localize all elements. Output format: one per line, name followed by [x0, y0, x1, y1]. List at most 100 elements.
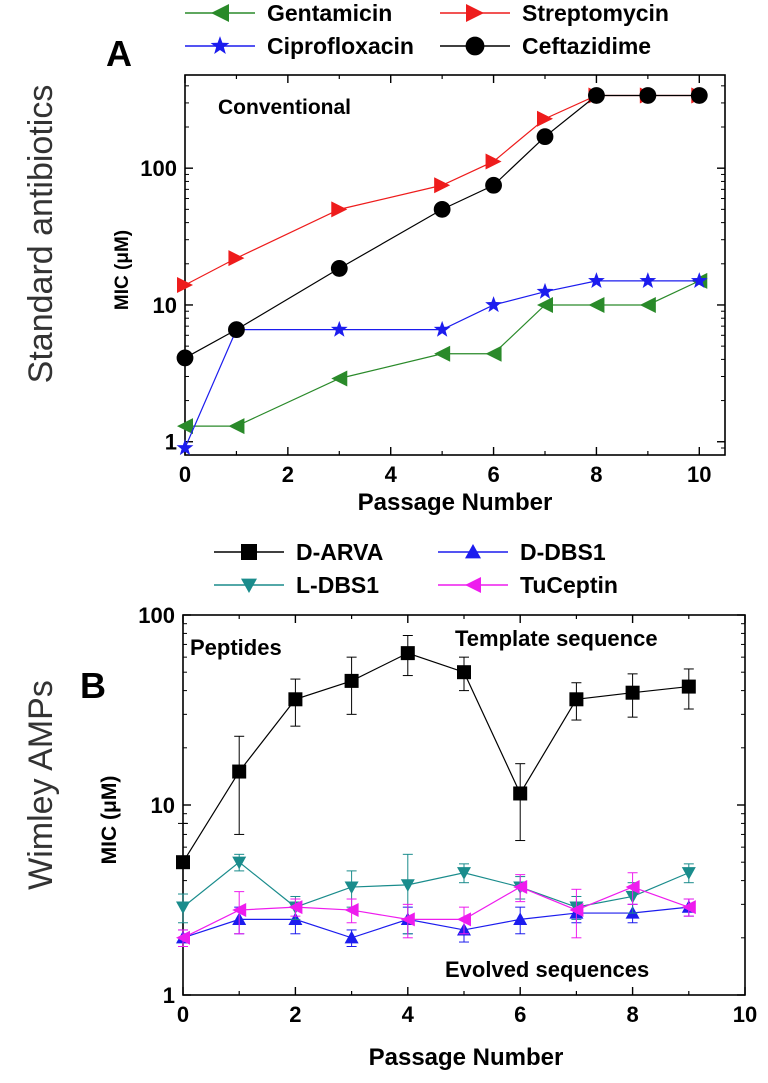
panel-b-series-tuceptin-point	[513, 880, 528, 895]
panel-b-series-d-dbs1-point	[344, 930, 359, 944]
panel-a-legend-marker	[211, 4, 229, 22]
panel-b-series-d-arva-point	[400, 646, 415, 661]
panel-b-series-l-dbs1	[176, 853, 696, 935]
panel-a-series-gentamicin-point	[639, 296, 656, 313]
panel-a-series-streptomycin-point	[434, 177, 451, 194]
panel-b-x-tick-label: 0	[177, 1002, 189, 1027]
panel-b-series-l-dbs1-point	[344, 881, 359, 895]
panel-a-series-streptomycin-point	[177, 276, 193, 293]
panel-b-series-d-arva-point	[176, 855, 190, 870]
panel-a-series-ceftazidime-point	[433, 200, 451, 218]
panel-b-legend-marker	[241, 544, 257, 560]
panel-b-series-tuceptin-point	[681, 900, 696, 915]
panel-b-legend: D-ARVA D-DBS1 L-DBS1 TuCeptin	[214, 539, 618, 598]
panel-a-series-ceftazidime	[176, 87, 708, 367]
panel-b-annotation-peptides: Peptides	[190, 635, 282, 660]
panel-b-series-tuceptin-point	[625, 880, 640, 895]
panel-b-series-d-arva	[176, 635, 696, 939]
panel-b-series-tuceptin-point	[457, 912, 471, 927]
panel-b-legend-label: D-DBS1	[520, 539, 606, 565]
panel-a-series-gentamicin-point	[434, 345, 451, 362]
panel-b-series-tuceptin-line	[182, 886, 690, 939]
panel-b-y-tick-label: 10	[151, 793, 175, 818]
panel-a-series-gentamicin-point	[177, 418, 193, 435]
panel-a-legend-label: Ciprofloxacin	[267, 33, 414, 59]
panel-b-series-d-dbs1-line	[182, 906, 689, 939]
panel-a-series-gentamicin-point	[485, 345, 502, 362]
panel-a-legend-marker	[466, 4, 484, 22]
panel-a-series-ceftazidime-point	[588, 87, 605, 104]
panel-b-series-d-arva-point	[232, 764, 247, 779]
panel-a-series-ceftazidime-point	[228, 321, 245, 339]
panel-b-y-tick-label: 100	[138, 603, 175, 628]
panel-b-legend-marker	[241, 578, 257, 593]
panel-b-series-d-arva-point	[625, 685, 640, 700]
panel-a: 0 2 4 6 8 10 1 10 100 Gentamicin Streptomycin Cipro…	[140, 0, 726, 487]
panel-a-series-gentamicin-point	[331, 370, 348, 387]
panel-b-letter: B	[80, 665, 106, 706]
panel-a-x-tick-label: 0	[179, 462, 191, 487]
panel-b-series-tuceptin-point	[176, 930, 190, 945]
panel-b-legend-label: L-DBS1	[296, 572, 379, 598]
panel-a-series-ciprofloxacin-point	[330, 320, 348, 337]
panel-a-ylabel: MIC (μM)	[112, 230, 133, 310]
panel-a-series-ceftazidime-point	[176, 349, 194, 367]
panel-b-series-l-dbs1-point	[176, 901, 190, 915]
panel-a-x-tick-label: 2	[282, 462, 294, 487]
panel-a-series-streptomycin-point	[485, 153, 502, 170]
panel-a-series-gentamicin-point	[588, 296, 605, 313]
panel-b-legend-marker	[465, 544, 481, 559]
panel-a-series-ciprofloxacin-point	[433, 320, 451, 337]
panel-b-x-tick-label: 10	[733, 1002, 757, 1027]
panel-b-series-d-arva-point	[569, 692, 584, 707]
panel-a-legend-label: Ceftazidime	[522, 33, 651, 59]
panel-a-series-ciprofloxacin-point	[485, 296, 502, 313]
panel-b-series-d-arva-point	[457, 665, 471, 680]
panel-b-legend-label: D-ARVA	[296, 539, 383, 565]
panel-b-annotation-template: Template sequence	[455, 626, 658, 651]
panel-a-series-streptomycin-line	[184, 94, 700, 286]
panel-b-legend-label: TuCeptin	[520, 572, 618, 598]
panel-b-series-tuceptin-point	[344, 903, 359, 918]
panel-b-series-tuceptin-point	[400, 912, 415, 927]
panel-a-series-ceftazidime-point	[485, 176, 502, 194]
panel-a-series-ceftazidime-point	[330, 260, 348, 277]
panel-a-series-gentamicin	[177, 272, 708, 435]
panel-a-series-ciprofloxacin-point	[588, 272, 605, 288]
panel-a-side-label: Standard antibiotics	[22, 85, 60, 384]
panel-a-series-ceftazidime-line	[184, 94, 700, 359]
panel-a-legend-marker	[465, 36, 485, 56]
panel-a-letter: A	[106, 33, 132, 74]
panel-a-x-tick-label: 10	[687, 462, 711, 487]
panel-b-series-d-arva-point	[344, 673, 359, 688]
panel-b-series-tuceptin-point	[569, 903, 584, 918]
panel-a-x-tick-label: 6	[487, 462, 499, 487]
panel-b-series-l-dbs1-point	[457, 867, 471, 880]
panel-b-xlabel: Passage Number	[369, 1044, 564, 1071]
panel-a-y-tick-label: 10	[153, 293, 177, 318]
panel-a-series-ciprofloxacin	[176, 272, 708, 456]
panel-b-x-tick-label: 6	[514, 1002, 526, 1027]
panel-b-annotation-evolved: Evolved sequences	[445, 957, 649, 982]
panel-a-series-ceftazidime-point	[639, 87, 657, 104]
panel-b-series-d-arva-line	[182, 652, 689, 863]
panel-b-series-d-dbs1-point	[513, 912, 528, 925]
panel-a-series-ceftazidime-point	[536, 128, 554, 146]
panel-a-legend-label: Gentamicin	[267, 0, 392, 26]
panel-a-series-ciprofloxacin-point	[176, 439, 194, 456]
panel-a-y-tick-label: 1	[165, 430, 177, 455]
panel-b-series-d-arva-point	[513, 786, 528, 801]
panel-b-series-d-arva-point	[288, 692, 303, 707]
panel-a-legend-marker	[210, 36, 230, 55]
panel-a-legend-label: Streptomycin	[522, 0, 669, 26]
panel-a-series-gentamicin-point	[228, 418, 245, 435]
panel-b-series-l-dbs1-line	[182, 861, 690, 908]
panel-a-series-ciprofloxacin-point	[690, 272, 708, 288]
panel-a-legend: Gentamicin Streptomycin Ciprofloxacin Cefta…	[185, 0, 669, 59]
panel-b-x-tick-label: 4	[402, 1002, 415, 1027]
panel-a-series-ciprofloxacin-point	[536, 282, 554, 299]
panel-b-ylabel: MIC (μM)	[98, 776, 121, 865]
panel-a-x-tick-label: 8	[590, 462, 602, 487]
panel-b-series-l-dbs1-point	[681, 867, 696, 880]
panel-b: 0 2 4 6 8 10 1 10 100 D-ARVA D-DBS1 L-DBS1 TuCeptin	[138, 539, 757, 1027]
